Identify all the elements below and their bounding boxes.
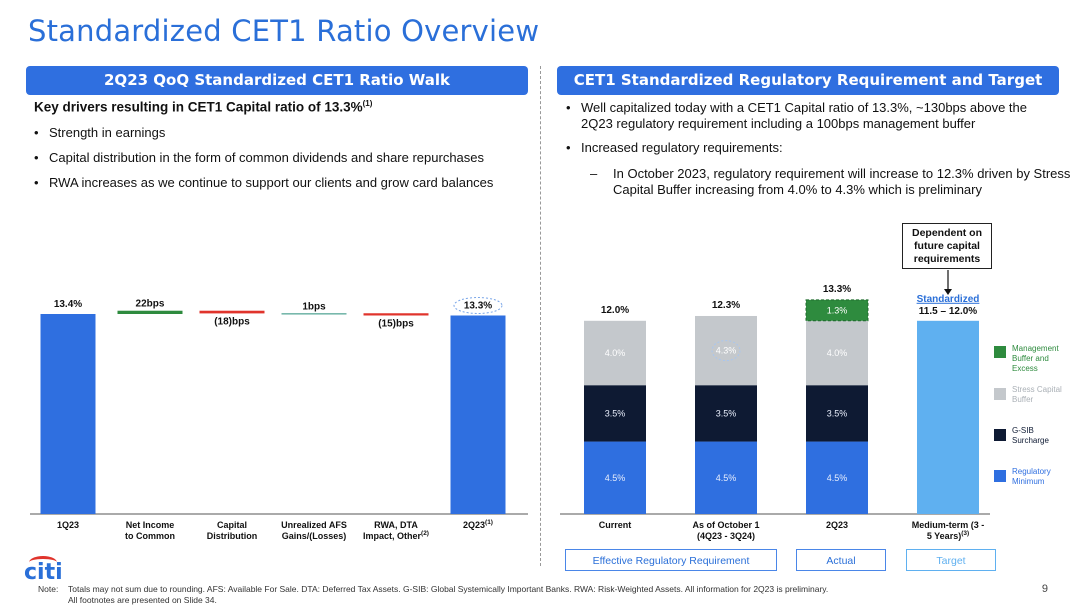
legend-label-scb: Stress Capital Buffer — [1012, 385, 1062, 404]
stack-segment — [695, 441, 757, 514]
effective-requirement-label: Effective Regulatory Requirement — [565, 549, 777, 571]
list-item: Capital distribution in the form of comm… — [34, 150, 534, 165]
stack-segment — [584, 320, 646, 386]
actual-label: Actual — [796, 549, 886, 571]
stack-segment — [584, 441, 646, 514]
sub-list-item: In October 2023, regulatory requirement … — [590, 166, 1080, 198]
data-label: (18)bps — [214, 316, 250, 327]
waterfall-bar-delta — [281, 313, 347, 315]
citi-logo-arc — [29, 556, 57, 569]
stack-segment — [806, 441, 868, 514]
right-panel-header: CET1 Standardized Regulatory Requirement… — [557, 66, 1059, 95]
category-label: Impact, Other(2) — [363, 530, 429, 541]
segment-label: 3.5% — [827, 408, 848, 418]
legend-swatch-regmin — [994, 470, 1006, 482]
drivers-list: Strength in earnings Capital distributio… — [34, 125, 534, 200]
category-label: As of October 1 — [692, 520, 759, 530]
requirements-list: Well capitalized today with a CET1 Capit… — [566, 100, 1054, 164]
legend-swatch-management — [994, 346, 1006, 358]
waterfall-bar-delta — [117, 310, 183, 314]
legend-swatch-scb — [994, 388, 1006, 400]
stack-segment — [695, 315, 757, 386]
highlight-ring — [453, 296, 503, 314]
legend-label-gsib: G-SIB Surcharge — [1012, 426, 1049, 445]
total-label: 12.3% — [712, 300, 740, 311]
page-title: Standardized CET1 Ratio Overview — [28, 14, 540, 48]
stack-segment — [805, 299, 869, 322]
legend-label-management: Management Buffer and Excess — [1012, 344, 1059, 373]
segment-label: 4.5% — [605, 473, 626, 483]
total-label: 13.3% — [823, 284, 851, 295]
segment-label: 4.5% — [716, 473, 737, 483]
category-label: Net Income — [126, 520, 175, 530]
stack-segment — [695, 385, 757, 442]
arrow-head — [944, 289, 952, 295]
note-label: Note: — [38, 584, 59, 594]
list-item: Increased regulatory requirements: — [566, 140, 1054, 156]
note-text: Totals may not sum due to rounding. AFS:… — [68, 584, 829, 594]
list-item: Well capitalized today with a CET1 Capit… — [566, 100, 1054, 132]
total-label: 11.5 – 12.0% — [919, 306, 977, 317]
left-panel-header: 2Q23 QoQ Standardized CET1 Ratio Walk — [26, 66, 528, 95]
panel-divider — [540, 66, 541, 566]
category-label: to Common — [125, 531, 175, 541]
citi-logo: citi — [24, 560, 63, 585]
category-label: Medium-term (3 - — [912, 520, 985, 530]
list-item: RWA increases as we continue to support … — [34, 175, 534, 190]
waterfall-bar-total — [450, 315, 506, 514]
stack-segment — [806, 385, 868, 442]
category-label: 2Q23 — [826, 520, 848, 530]
stacked-bar-chart: 4.5% 3.5% 4.0% 12.0% Current 4.5% 3.5% 4.3% 12.3… — [560, 270, 990, 541]
segment-label: 4.3% — [716, 346, 737, 356]
data-label: 1bps — [302, 301, 326, 312]
category-label: RWA, DTA — [374, 520, 418, 530]
category-label: Capital — [217, 520, 247, 530]
stack-segment — [806, 320, 868, 386]
segment-label: 4.0% — [605, 348, 626, 358]
waterfall-bar-total — [40, 314, 96, 514]
legend-label-regmin: Regulatory Minimum — [1012, 467, 1051, 486]
data-label: 13.4% — [54, 299, 82, 310]
waterfall-bar-delta — [199, 310, 265, 314]
category-label: Distribution — [207, 531, 258, 541]
waterfall-bar-delta — [363, 313, 429, 316]
segment-label: 4.5% — [827, 473, 848, 483]
page-number: 9 — [1041, 583, 1048, 595]
data-label: 13.3% — [464, 300, 492, 311]
segment-label: 3.5% — [716, 408, 737, 418]
category-label: (4Q23 - 3Q24) — [697, 531, 755, 541]
category-label: Unrealized AFS — [281, 520, 347, 530]
list-item: Strength in earnings — [34, 125, 534, 140]
stack-segment — [584, 385, 646, 442]
legend-swatch-gsib — [994, 429, 1006, 441]
footnote: Note: Totals may not sum due to rounding… — [38, 584, 828, 605]
drivers-title: Key drivers resulting in CET1 Capital ra… — [34, 99, 373, 115]
dependent-note-box: Dependent on future capital requirements — [902, 223, 992, 269]
total-label: 12.0% — [601, 305, 629, 316]
category-label: 1Q23 — [57, 520, 79, 530]
category-label: Gains/(Losses) — [282, 531, 347, 541]
note-text-2: All footnotes are presented on Slide 34. — [68, 595, 217, 605]
data-label: (15)bps — [378, 318, 414, 329]
category-label: 5 Years)(3) — [927, 530, 969, 541]
segment-label: 4.0% — [827, 348, 848, 358]
category-label: Current — [599, 520, 632, 530]
target-label: Target — [906, 549, 996, 571]
target-bar — [917, 320, 979, 514]
segment-label: 1.3% — [827, 305, 848, 315]
highlight-ring — [711, 340, 741, 362]
data-label: 22bps — [136, 299, 165, 310]
segment-label: 3.5% — [605, 408, 626, 418]
category-label: 2Q23(1) — [463, 519, 493, 530]
total-label: Standardized — [917, 294, 980, 305]
